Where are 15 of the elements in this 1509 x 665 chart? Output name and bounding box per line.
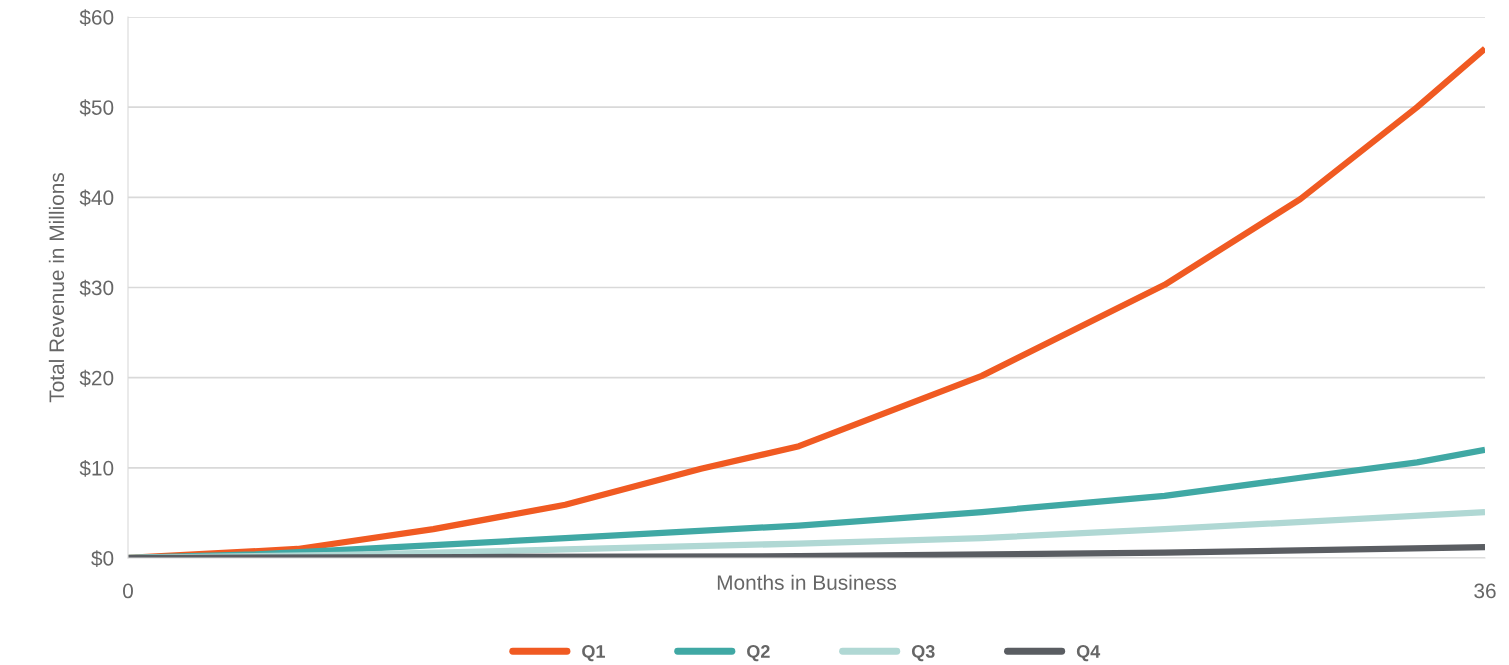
x-tick-label: 36 xyxy=(1474,583,1496,599)
legend-label: Q2 xyxy=(747,645,770,662)
x-tick-label: 0 xyxy=(123,583,133,599)
y-tick-label: $40 xyxy=(79,189,114,207)
y-axis-title: Total Revenue in Millions xyxy=(48,173,65,403)
y-tick-label: $0 xyxy=(91,550,114,567)
y-tick-label: $10 xyxy=(79,459,114,477)
y-tick-label: $30 xyxy=(79,279,114,297)
legend-label: Q4 xyxy=(1076,645,1101,662)
y-tick-label: $50 xyxy=(79,99,114,117)
legend-label: Q1 xyxy=(582,645,605,662)
y-tick-label: $20 xyxy=(79,369,114,387)
legend-label: Q3 xyxy=(911,645,935,662)
x-axis-title: Months in Business xyxy=(717,574,897,590)
y-tick-label: $60 xyxy=(79,9,114,26)
